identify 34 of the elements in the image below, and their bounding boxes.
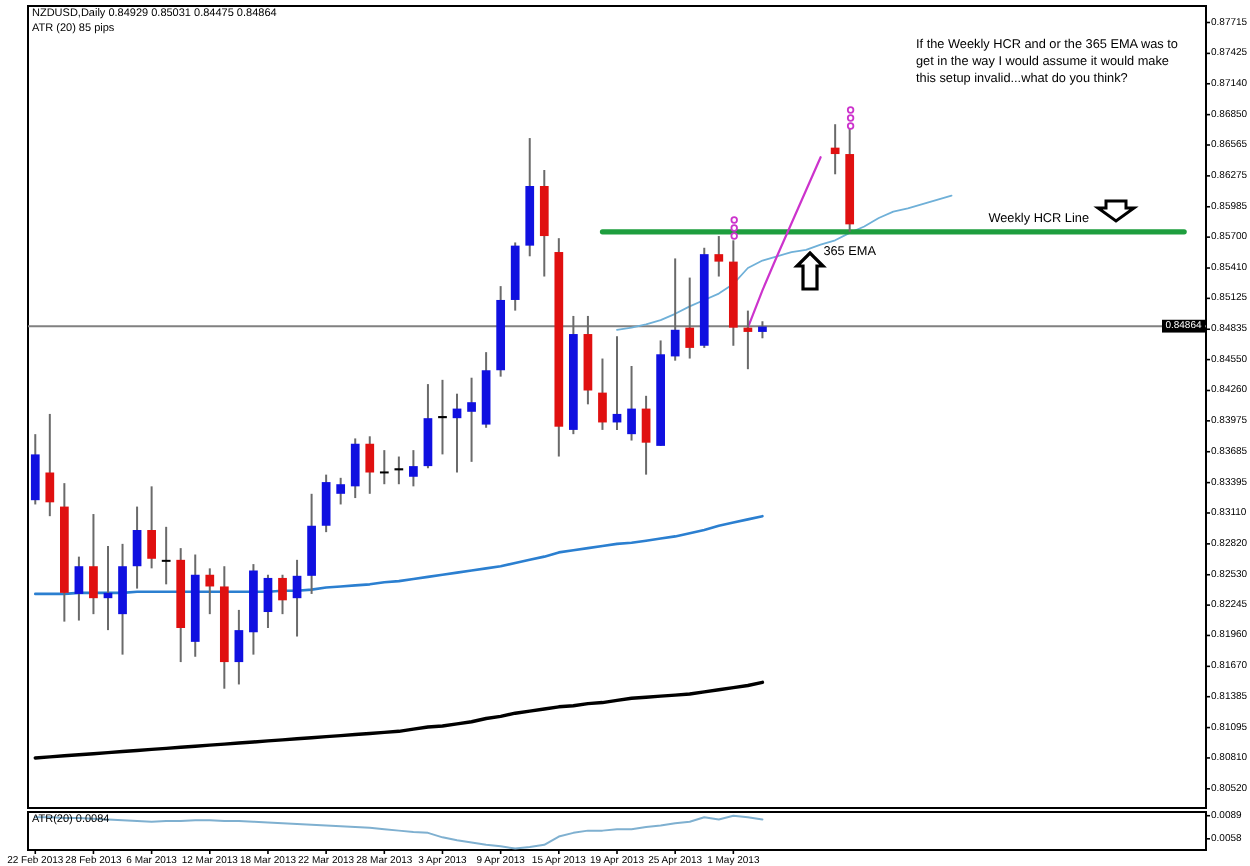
candlestick [132,505,142,590]
candlestick [336,476,346,506]
candlestick [379,449,389,486]
line-series [33,680,765,760]
candlestick [670,257,680,362]
candlestick [30,433,40,506]
candlestick [685,276,695,360]
candlestick [292,558,302,638]
candlestick [641,394,651,476]
candlestick [45,412,55,518]
line-series [746,156,822,329]
line-series [34,814,764,850]
candlestick [627,364,636,442]
line-series [616,194,953,331]
candlestick [205,567,215,616]
candlestick [423,383,433,470]
candlestick [598,357,607,431]
candlestick [321,473,331,534]
candlestick [467,376,476,463]
candlestick [263,573,273,629]
candlestick [89,513,98,616]
candlestick [161,525,171,586]
candlestick [74,555,84,622]
candlestick [830,123,840,176]
candlestick [365,435,375,495]
candlestick [350,437,360,500]
candlestick [714,235,724,278]
candlestick [394,455,404,486]
candlestick [409,449,418,488]
candlestick [234,608,244,686]
candlestick [147,485,156,570]
candlestick [438,378,447,456]
candlestick [278,573,287,616]
candlestick [118,542,127,656]
